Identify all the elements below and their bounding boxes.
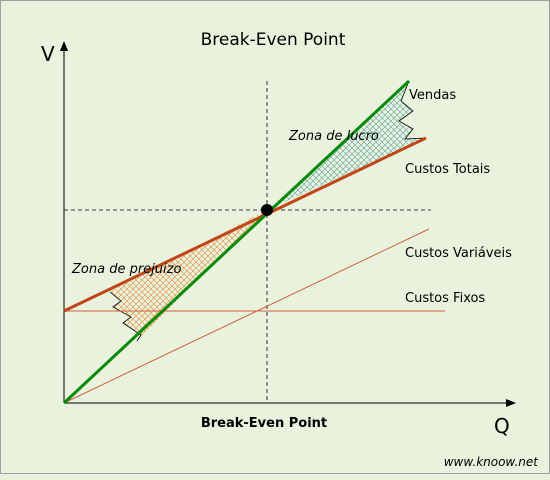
watermark: www.knoow.net: [444, 455, 540, 469]
loss-zone-callout: [109, 291, 142, 342]
label-vendas: Vendas: [409, 88, 456, 103]
label-custos-fixos: Custos Fixos: [405, 291, 485, 306]
y-axis-arrow: [60, 41, 68, 51]
chart-title: Break-Even Point: [201, 30, 346, 50]
total-costs-line: [63, 136, 427, 313]
profit-zone-callout: [398, 80, 427, 140]
x-axis-arrow: [506, 399, 516, 407]
sales-line: [62, 79, 411, 405]
label-custos-totais: Custos Totais: [405, 162, 490, 177]
label-zona-lucro: Zona de lucro: [288, 129, 379, 144]
label-zona-prejuizo: Zona de prejuizo: [71, 262, 181, 277]
label-custos-variaveis: Custos Variáveis: [405, 246, 512, 261]
y-axis-label: V: [41, 42, 55, 66]
loss-zone: [110, 210, 267, 341]
break-even-point-marker: [261, 204, 273, 216]
x-axis-caption: Break-Even Point: [201, 416, 327, 431]
variable-costs-line: [63, 228, 430, 404]
x-axis-label: Q: [494, 414, 510, 438]
